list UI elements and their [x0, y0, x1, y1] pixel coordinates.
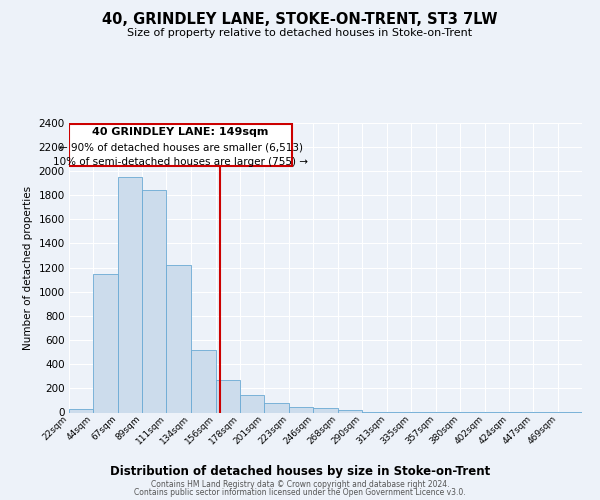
- Bar: [264, 404, 289, 412]
- Text: ← 90% of detached houses are smaller (6,513): ← 90% of detached houses are smaller (6,…: [59, 142, 302, 152]
- Text: 40 GRINDLEY LANE: 149sqm: 40 GRINDLEY LANE: 149sqm: [92, 126, 269, 136]
- Text: 40, GRINDLEY LANE, STOKE-ON-TRENT, ST3 7LW: 40, GRINDLEY LANE, STOKE-ON-TRENT, ST3 7…: [102, 12, 498, 28]
- Bar: [118, 177, 142, 412]
- Bar: [166, 265, 191, 412]
- Bar: [93, 274, 118, 412]
- Text: 10% of semi-detached houses are larger (755) →: 10% of semi-detached houses are larger (…: [53, 157, 308, 167]
- Bar: [215, 380, 239, 412]
- Bar: [289, 407, 313, 412]
- Text: Contains public sector information licensed under the Open Government Licence v3: Contains public sector information licen…: [134, 488, 466, 497]
- Y-axis label: Number of detached properties: Number of detached properties: [23, 186, 33, 350]
- Bar: [69, 409, 93, 412]
- Bar: [338, 410, 362, 412]
- Text: Size of property relative to detached houses in Stoke-on-Trent: Size of property relative to detached ho…: [127, 28, 473, 38]
- Bar: [239, 395, 264, 412]
- Text: Contains HM Land Registry data © Crown copyright and database right 2024.: Contains HM Land Registry data © Crown c…: [151, 480, 449, 489]
- FancyBboxPatch shape: [69, 124, 292, 166]
- Bar: [313, 408, 338, 412]
- Bar: [191, 350, 215, 412]
- Text: Distribution of detached houses by size in Stoke-on-Trent: Distribution of detached houses by size …: [110, 464, 490, 477]
- Bar: [142, 190, 166, 412]
